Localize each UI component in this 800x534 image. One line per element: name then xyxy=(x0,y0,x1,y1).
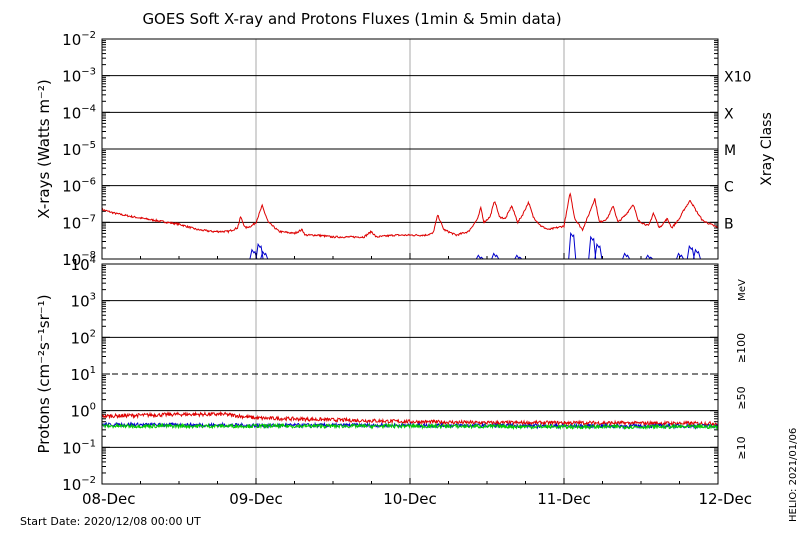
y-tick-label: 103 xyxy=(71,292,96,311)
y-tick-label: 100 xyxy=(71,402,96,421)
xray-class-label: X10 xyxy=(724,70,751,86)
y-tick-label: 10−3 xyxy=(62,67,96,86)
series-spike xyxy=(686,244,695,260)
series-spike xyxy=(622,252,631,260)
series-spike xyxy=(475,254,484,260)
credit-label: HELIO: 2021/01/06 xyxy=(788,428,799,522)
series-spike xyxy=(491,252,500,260)
proton-energy-label: ≥100 xyxy=(735,333,748,363)
y-axis-label: X-rays (Watts m⁻²) xyxy=(35,79,53,218)
y-tick-label: 10−2 xyxy=(62,475,96,494)
y-tick-label: 101 xyxy=(71,365,96,384)
series-spike xyxy=(676,252,684,260)
proton-energy-label: ≥50 xyxy=(735,386,748,409)
series-line xyxy=(101,422,719,431)
chart-title: GOES Soft X-ray and Protons Fluxes (1min… xyxy=(142,10,561,28)
xray-class-axis-title: Xray Class xyxy=(759,112,775,186)
x-tick-label: 12-Dec xyxy=(698,490,752,508)
series-spike xyxy=(588,235,597,260)
series-spike xyxy=(645,254,654,260)
x-tick-label: 08-Dec xyxy=(82,490,136,508)
y-tick-label: 10−4 xyxy=(62,103,96,122)
series-line xyxy=(101,192,719,239)
xray-panel: 10−2 10−3 10−4 10−5 10−6 10−7 10−8 X-rays (Watt… xyxy=(35,30,775,269)
y-tick-label: 10−8 xyxy=(62,250,96,269)
xray-class-label: B xyxy=(724,216,734,232)
y-tick-label: 104 xyxy=(71,255,96,274)
x-tick-label: 10-Dec xyxy=(383,490,437,508)
y-tick-label: 102 xyxy=(71,328,96,347)
proton-energy-label: ≥10 xyxy=(735,436,748,459)
series-spike xyxy=(260,250,269,260)
x-axis: 08-Dec 09-Dec 10-Dec 11-Dec 12-Dec xyxy=(82,253,752,508)
series-spike xyxy=(568,231,577,260)
y-tick-label: 10−5 xyxy=(62,140,96,159)
y-tick-label: 10−1 xyxy=(62,438,96,457)
y-tick-label: 10−2 xyxy=(62,30,96,49)
x-tick-label: 09-Dec xyxy=(229,490,283,508)
series-spike xyxy=(514,254,523,260)
xray-class-label: X xyxy=(724,106,734,122)
y-tick-label: 10−6 xyxy=(62,177,96,196)
proton-units-label: MeV xyxy=(737,279,748,301)
series-spike xyxy=(594,242,603,260)
series-spike xyxy=(692,248,701,260)
x-tick-label: 11-Dec xyxy=(537,490,591,508)
xray-class-label: M xyxy=(724,143,736,159)
proton-panel: 104 103 102 101 100 10−1 10−2 Protons (cm⁻²s⁻¹s… xyxy=(35,255,748,494)
start-date-label: Start Date: 2020/12/08 00:00 UT xyxy=(20,515,201,528)
y-axis-label: Protons (cm⁻²s⁻¹sr⁻¹) xyxy=(35,294,53,453)
series-line xyxy=(101,410,719,427)
y-tick-label: 10−7 xyxy=(62,213,96,232)
series-spike xyxy=(255,242,264,260)
xray-class-label: C xyxy=(724,180,734,196)
